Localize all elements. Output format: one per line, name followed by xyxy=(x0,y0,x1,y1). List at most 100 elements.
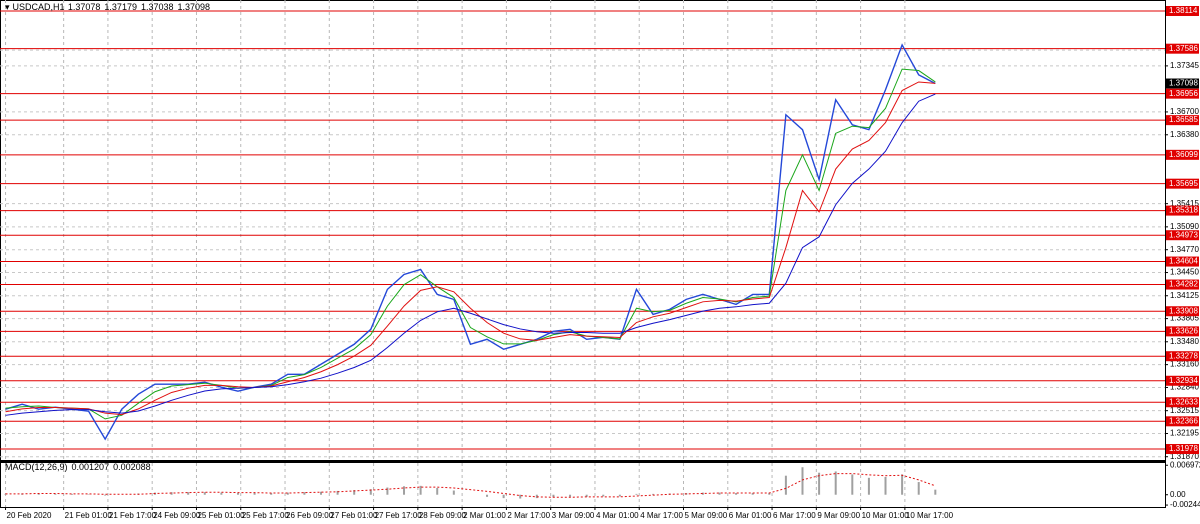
level-tag xyxy=(1166,326,1199,337)
x-tick-label: 20 Feb 2020 xyxy=(7,511,52,520)
header: ▾ USDCAD,H1 1.37078 1.37179 1.37038 1.37098 xyxy=(5,2,210,12)
macd-bar xyxy=(519,494,522,499)
macd-bar xyxy=(784,475,787,495)
level-label: 1.31978 xyxy=(1169,444,1198,453)
moving-average xyxy=(5,93,936,416)
macd-bar xyxy=(369,489,372,495)
x-tick-label: 10 Mar 17:00 xyxy=(906,511,954,520)
macd-bar xyxy=(70,493,73,495)
macd-bar xyxy=(303,492,306,495)
level-tag xyxy=(1166,43,1199,54)
level-label: 1.32366 xyxy=(1169,416,1198,425)
y-tick-label: 1.35090 xyxy=(1170,222,1199,231)
x-tick-label: 24 Feb 09:00 xyxy=(153,511,201,520)
macd-bar xyxy=(419,485,422,495)
macd-bar xyxy=(502,494,505,499)
macd-bar xyxy=(236,493,239,495)
level-label: 1.38114 xyxy=(1169,6,1198,15)
macd-bar xyxy=(220,492,223,495)
macd-bar xyxy=(403,486,406,495)
macd-bar xyxy=(286,492,289,495)
level-label: 1.33908 xyxy=(1169,306,1198,315)
macd-bar xyxy=(203,492,206,495)
signal-value: 0.002088 xyxy=(113,462,151,472)
macd-bar xyxy=(552,494,555,498)
macd-bar xyxy=(253,493,256,495)
macd-bar xyxy=(187,492,190,495)
macd-bar xyxy=(386,487,389,495)
macd-bar xyxy=(884,476,887,495)
menu-icon: ▾ xyxy=(5,2,10,12)
macd-bar xyxy=(867,477,870,495)
level-label: 1.32633 xyxy=(1169,397,1198,406)
x-tick-label: 21 Feb 01:00 xyxy=(65,511,113,520)
macd-bar xyxy=(818,472,821,495)
x-tick-label: 6 Mar 01:00 xyxy=(729,511,772,520)
level-label: 1.37586 xyxy=(1169,44,1198,53)
macd-bar xyxy=(436,487,439,495)
low: 1.37038 xyxy=(141,2,174,12)
macd-bar xyxy=(635,493,638,495)
level-tag xyxy=(1166,279,1199,290)
macd-bar xyxy=(735,493,738,495)
level-tag xyxy=(1166,351,1199,362)
macd-bar xyxy=(170,492,173,495)
open: 1.37078 xyxy=(68,2,101,12)
macd-bar xyxy=(618,494,621,497)
level-tag xyxy=(1166,149,1199,160)
level-label: 1.34973 xyxy=(1169,230,1198,239)
y-tick-label: 1.34450 xyxy=(1170,268,1199,277)
level-tag xyxy=(1166,5,1199,16)
y-tick-label: 1.34125 xyxy=(1170,291,1199,300)
y-tick-label: 1.32840 xyxy=(1170,383,1199,392)
level-tag xyxy=(1166,205,1199,216)
macd-bar xyxy=(452,490,455,495)
macd-y-tick-label: 0.00 xyxy=(1170,490,1186,499)
level-label: 1.34282 xyxy=(1169,280,1198,289)
y-tick-label: 1.31870 xyxy=(1170,452,1199,461)
macd-bar xyxy=(104,494,107,496)
y-tick-label: 1.34770 xyxy=(1170,245,1199,254)
moving-average xyxy=(5,68,936,420)
macd-bar xyxy=(701,492,704,495)
x-tick-label: 28 Feb 09:00 xyxy=(419,511,467,520)
level-tag xyxy=(1166,306,1199,317)
macd-bar xyxy=(270,493,273,495)
macd-bar xyxy=(917,482,920,495)
macd-bar xyxy=(751,493,754,495)
macd-bar xyxy=(353,490,356,495)
macd-label: MACD(12,26,9) xyxy=(5,462,68,472)
x-tick-label: 2 Mar 17:00 xyxy=(507,511,550,520)
macd-value: 0.001207 xyxy=(72,462,110,472)
macd-bar xyxy=(37,493,40,495)
y-tick-label: 1.33480 xyxy=(1170,337,1199,346)
x-tick-label: 2 Mar 01:00 xyxy=(463,511,506,520)
macd-y-tick-label: -0.002444 xyxy=(1170,500,1200,509)
current-price-tag xyxy=(1166,78,1199,89)
y-tick-label: 1.37345 xyxy=(1170,61,1199,70)
x-tick-label: 3 Mar 09:00 xyxy=(552,511,595,520)
level-label: 1.33278 xyxy=(1169,351,1198,360)
level-tag xyxy=(1166,397,1199,408)
moving-average xyxy=(5,81,936,416)
level-tag xyxy=(1166,115,1199,126)
level-tag xyxy=(1166,88,1199,99)
macd-bar xyxy=(801,467,804,495)
macd-bar xyxy=(585,494,588,497)
x-tick-label: 21 Feb 17:00 xyxy=(109,511,157,520)
level-label: 1.36956 xyxy=(1169,89,1198,98)
level-label: 1.35695 xyxy=(1169,179,1198,188)
x-tick-label: 25 Feb 17:00 xyxy=(242,511,290,520)
symbol: USDCAD,H1 xyxy=(13,2,65,12)
x-tick-label: 27 Feb 17:00 xyxy=(375,511,423,520)
macd-y-tick-label: 0.006972 xyxy=(1170,460,1200,469)
y-tick-label: 1.33160 xyxy=(1170,360,1199,369)
macd-bar xyxy=(54,493,57,495)
x-tick-label: 4 Mar 01:00 xyxy=(596,511,639,520)
macd-bar xyxy=(319,491,322,495)
x-tick-label: 9 Mar 09:00 xyxy=(817,511,860,520)
level-tag xyxy=(1166,416,1199,427)
y-tick-label: 1.33805 xyxy=(1170,314,1199,323)
